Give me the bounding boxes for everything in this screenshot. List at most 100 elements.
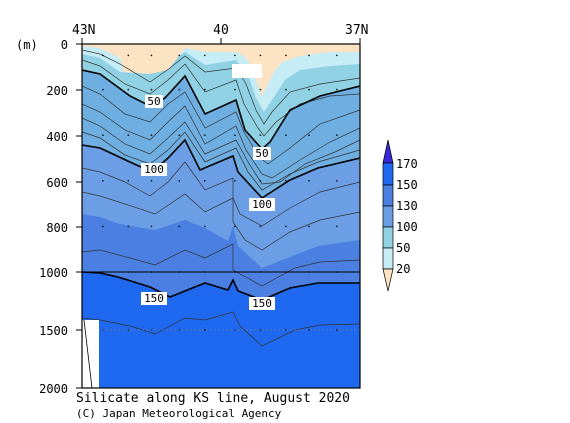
station-sample-dot — [127, 329, 130, 331]
contours-thin — [82, 49, 360, 347]
contour-label-100-west: 100 — [141, 163, 167, 176]
station-sample-dot — [285, 329, 287, 331]
station-sample-dot — [102, 225, 104, 228]
contour-label-text: 150 — [252, 297, 272, 310]
colorbar-top-arrow — [382, 139, 394, 164]
contour-110 — [82, 161, 360, 227]
station-sample-dot — [150, 54, 153, 57]
colorbar-bottom-arrow — [382, 268, 394, 292]
station-sample-dot — [178, 134, 181, 136]
y-tick-label-800: 800 — [46, 221, 68, 235]
station-sample-dot — [150, 225, 153, 228]
station-sample-dot — [285, 88, 287, 91]
contour-label-text: 50 — [255, 147, 268, 160]
station-sample-dot — [204, 134, 206, 136]
x-tick-label-43: 43N — [72, 23, 95, 38]
station-sample-dot — [102, 88, 104, 91]
station-sample-dot — [259, 329, 262, 331]
station-sample-dot — [234, 88, 236, 91]
contour-80 — [82, 117, 360, 185]
x-axis-top: 43N 40 37N — [72, 23, 368, 44]
station-sample-dot — [234, 134, 236, 136]
colorbar-seg-50-100 — [382, 226, 394, 249]
contour-label-text: 100 — [252, 198, 272, 211]
y-axis: (m) 0 200 400 600 800 1000 1500 2000 — [16, 38, 82, 396]
chart-title: Silicate along KS line, August 2020 — [76, 391, 350, 406]
station-sample-dot — [259, 180, 262, 182]
contour-label-text: 100 — [144, 163, 164, 176]
y-tick-label-1000: 1000 — [39, 266, 68, 280]
y-tick-label-0: 0 — [61, 38, 68, 52]
station-sample-dot — [127, 134, 130, 136]
colorbar: 170 150 130 100 50 20 — [382, 139, 418, 292]
station-sample-dot — [178, 225, 181, 228]
colorbar-label-100: 100 — [396, 220, 418, 234]
seafloor-edge — [83, 319, 93, 388]
contour-label-150-west: 150 — [141, 292, 167, 305]
contour-160 — [82, 311, 360, 347]
contour-90 — [82, 131, 360, 191]
station-sample-dot — [127, 180, 130, 182]
station-sample-dot — [259, 134, 262, 136]
station-sample-dot — [308, 225, 310, 228]
section-fill — [82, 44, 360, 388]
station-sample-dot — [259, 88, 262, 91]
colorbar-seg-100-130 — [382, 205, 394, 228]
station-sample-dot — [234, 225, 236, 228]
station-sample-dot — [204, 180, 206, 182]
station-sample-dot — [336, 54, 338, 57]
contour-label-text: 150 — [144, 292, 164, 305]
colorbar-label-170: 170 — [396, 157, 418, 171]
y-tick-label-600: 600 — [46, 176, 68, 190]
station-sample-dot — [285, 134, 287, 136]
chart-credit: (C) Japan Meteorological Agency — [76, 407, 282, 420]
station-sample-dot — [178, 88, 181, 91]
y-tick-label-1500: 1500 — [39, 324, 68, 338]
contour-70 — [82, 103, 360, 179]
station-sample-dot — [285, 225, 287, 228]
contours-thick — [82, 69, 360, 301]
station-sample-dot — [336, 225, 338, 228]
contour-label-text: 50 — [147, 95, 160, 108]
station-sample-dot — [102, 134, 104, 136]
station-sample-dot — [204, 88, 206, 91]
x-tick-label-40: 40 — [213, 23, 229, 38]
colorbar-seg-150-170 — [382, 162, 394, 186]
station-sample-dot — [308, 88, 310, 91]
contour-label-50-west: 50 — [145, 95, 163, 108]
station-sample-dot — [102, 54, 104, 57]
y-tick-label-400: 400 — [46, 130, 68, 144]
station-sample-dot — [127, 225, 130, 228]
station-sample-dot — [259, 225, 262, 228]
station-sample-dot — [127, 88, 130, 91]
contour-label-100-east: 100 — [249, 198, 275, 211]
colorbar-label-150: 150 — [396, 178, 418, 192]
station-sample-dot — [150, 88, 153, 91]
contour-label-50-east: 50 — [253, 147, 271, 160]
station-sample-dot — [308, 54, 310, 57]
station-sample-dot — [308, 180, 310, 182]
contour-50 — [82, 69, 360, 151]
band-below-020 — [82, 44, 360, 96]
colorbar-seg-20-50 — [382, 247, 394, 270]
station-sample-dot — [336, 329, 338, 331]
no-data-patch — [232, 64, 262, 78]
station-sample-dot — [234, 54, 236, 57]
contour-label-150-east: 150 — [249, 297, 275, 310]
y-tick-label-2000: 2000 — [39, 382, 68, 396]
y-tick-label-200: 200 — [46, 84, 68, 98]
station-sample-dot — [259, 54, 262, 57]
station-sample-dot — [336, 134, 338, 136]
station-sample-dot — [308, 134, 310, 136]
station-sample-dot — [204, 54, 206, 57]
colorbar-label-20: 20 — [396, 262, 410, 276]
station-sample-dot — [308, 329, 310, 331]
contour-140 — [82, 243, 360, 287]
station-sample-dot — [336, 180, 338, 182]
contour-labels: 50 100 50 100 150 150 — [141, 95, 275, 310]
contour-100 — [82, 138, 360, 200]
station-sample-dot — [178, 180, 181, 182]
station-sample-dot — [102, 180, 104, 182]
station-sample-dot — [336, 88, 338, 91]
